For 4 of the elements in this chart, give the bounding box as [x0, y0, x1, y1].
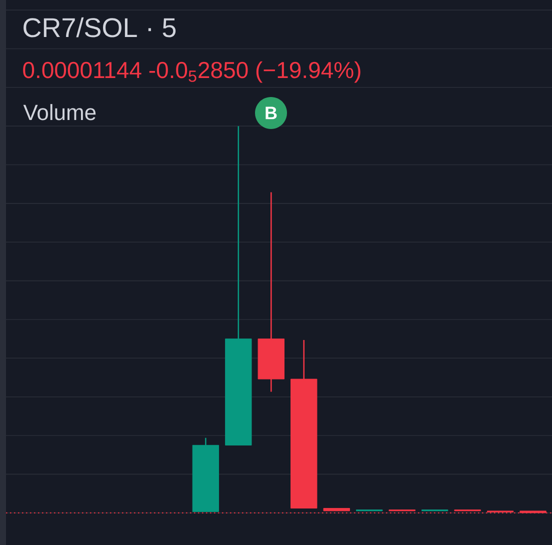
- chart-title: CR7/SOL · 5: [24, 17, 176, 38]
- text: Volume: [23, 104, 96, 120]
- chart-subtitle: 0.00001144 -0.0$_{5}$2850 (−19.94%): [23, 61, 360, 83]
- text: B: [266, 106, 277, 120]
